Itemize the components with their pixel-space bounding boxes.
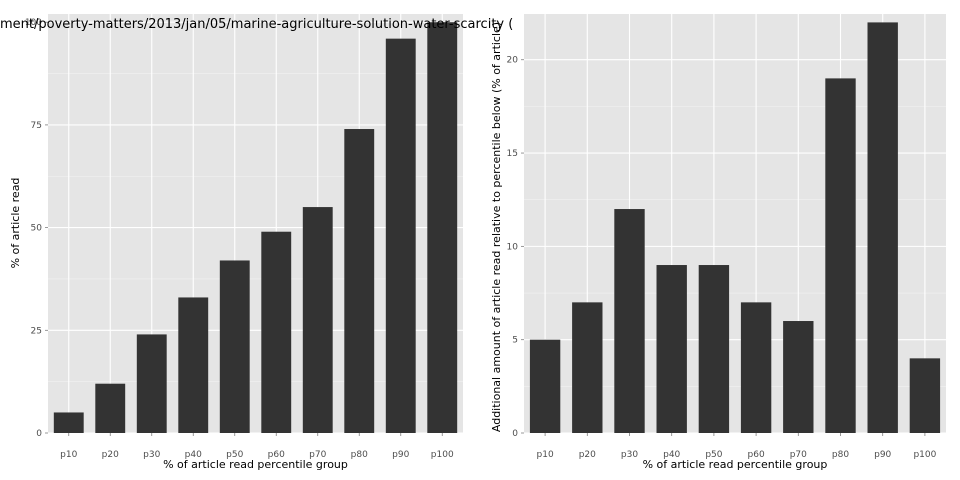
y-tick-label: 0 <box>512 429 518 439</box>
y-tick-label: 10 <box>507 242 519 252</box>
bar-p40 <box>656 265 687 433</box>
x-tick-label: p70 <box>790 450 807 460</box>
x-tick-label: p90 <box>392 450 409 460</box>
chart-panel-1: 0 25 50 75 100 p10 p20 p30 p40 p50 p60 p70 p80 p90 p10… <box>9 14 463 471</box>
bar-p70 <box>783 321 814 433</box>
x-tick-label: p40 <box>663 450 680 460</box>
bar-p70 <box>302 207 333 433</box>
x-tick-label: p100 <box>431 450 454 460</box>
bar-p20 <box>572 302 603 433</box>
y-tick-label: 25 <box>31 326 42 336</box>
x-tick-label: p80 <box>832 450 849 460</box>
bar-p10 <box>53 412 84 433</box>
bar-p100 <box>427 22 458 433</box>
bar-p80 <box>344 129 375 434</box>
bar-p40 <box>178 297 209 433</box>
y-tick-label: 50 <box>31 224 43 234</box>
bar-p20 <box>95 383 126 433</box>
x-tick-label: p60 <box>748 450 765 460</box>
y-tick-label: 20 <box>507 56 519 66</box>
bar-p60 <box>740 302 772 433</box>
bar-p30 <box>136 334 167 433</box>
x-tick-label: p40 <box>185 450 202 460</box>
bar-p80 <box>825 78 856 433</box>
x-tick-label: p20 <box>102 450 119 460</box>
x-tick-label: p10 <box>537 450 554 460</box>
y-tick-label: 5 <box>512 336 518 346</box>
y-tick-label: 15 <box>507 149 518 159</box>
x-axis-title: % of article read percentile group <box>163 458 348 471</box>
y-tick-label: 100 <box>25 18 42 28</box>
x-tick-label: p50 <box>226 450 243 460</box>
x-tick-label: p60 <box>268 450 285 460</box>
bar-p10 <box>529 339 561 433</box>
x-axis-title: % of article read percentile group <box>643 458 828 471</box>
x-tick-label: p30 <box>621 450 638 460</box>
bar-p60 <box>261 231 292 433</box>
y-tick-label: 0 <box>36 429 42 439</box>
bar-p50 <box>219 260 250 433</box>
y-axis-title: Additional amount of article read relati… <box>490 22 503 432</box>
bar-p90 <box>867 22 898 434</box>
bar-p90 <box>385 38 416 433</box>
x-tick-label: p20 <box>579 450 596 460</box>
bar-p100 <box>909 358 941 433</box>
x-tick-label: p50 <box>705 450 722 460</box>
x-tick-label: p70 <box>309 450 326 460</box>
x-tick-label: p90 <box>874 450 891 460</box>
bar-p30 <box>614 209 645 433</box>
x-tick-label: p100 <box>913 450 936 460</box>
chart-panel-2: 0 5 10 15 20 p10 p20 p30 p40 p50 p60 p70 p80 p90 p100%… <box>490 14 946 471</box>
y-axis-title: % of article read <box>9 178 22 269</box>
x-tick-label: p30 <box>143 450 160 460</box>
bar-p50 <box>698 265 730 433</box>
x-tick-label: p80 <box>351 450 368 460</box>
chart-title: ment/poverty-matters/2013/jan/05/marine-… <box>0 17 513 32</box>
x-tick-label: p10 <box>60 450 77 460</box>
y-tick-label: 75 <box>31 121 42 131</box>
